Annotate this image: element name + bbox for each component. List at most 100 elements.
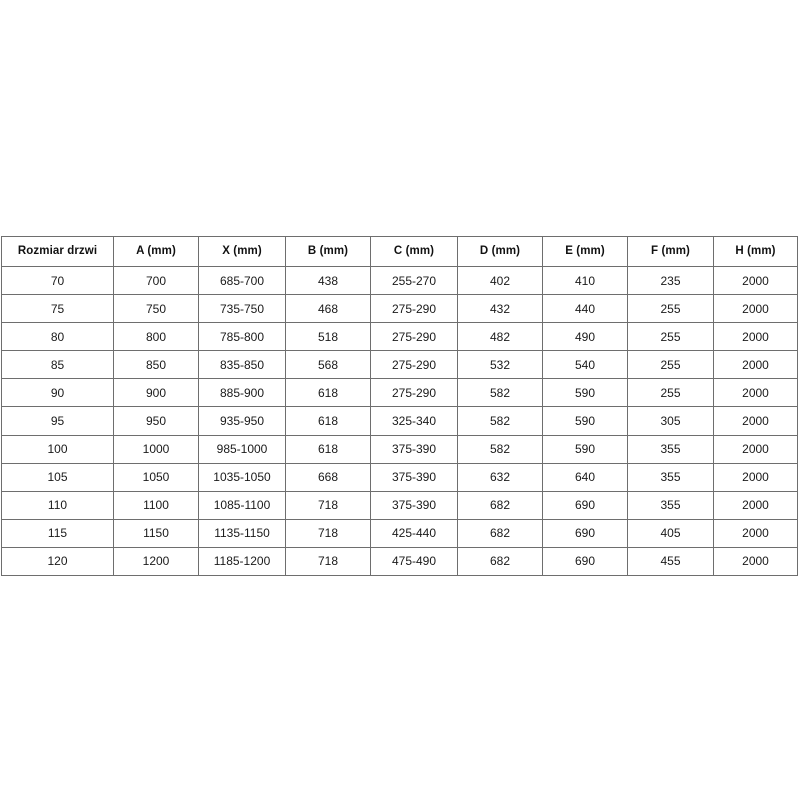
cell-e: 440 bbox=[542, 294, 628, 324]
table-row: 90 900 885-900 618 275-290 582 590 255 2000 bbox=[1, 378, 798, 408]
cell-size: 75 bbox=[1, 294, 114, 324]
cell-x: 785-800 bbox=[198, 322, 286, 352]
cell-e: 690 bbox=[542, 546, 628, 577]
table-row: 85 850 835-850 568 275-290 532 540 255 2000 bbox=[1, 350, 798, 380]
cell-c: 275-290 bbox=[370, 378, 458, 408]
cell-d: 582 bbox=[457, 434, 543, 464]
column-header-x: X (mm) bbox=[198, 236, 286, 267]
specification-table-container: Rozmiar drzwi A (mm) X (mm) B (mm) C (mm… bbox=[1, 236, 798, 577]
cell-a: 800 bbox=[113, 322, 199, 352]
cell-f: 405 bbox=[627, 518, 714, 548]
cell-c: 255-270 bbox=[370, 265, 458, 296]
cell-a: 1050 bbox=[113, 462, 199, 492]
table-row: 75 750 735-750 468 275-290 432 440 255 2000 bbox=[1, 294, 798, 324]
cell-c: 425-440 bbox=[370, 518, 458, 548]
cell-e: 590 bbox=[542, 434, 628, 464]
column-header-f: F (mm) bbox=[627, 236, 714, 267]
cell-c: 375-390 bbox=[370, 462, 458, 492]
cell-x: 1135-1150 bbox=[198, 518, 286, 548]
cell-d: 532 bbox=[457, 350, 543, 380]
table-row: 115 1150 1135-1150 718 425-440 682 690 405 2000 bbox=[1, 518, 798, 548]
cell-a: 850 bbox=[113, 350, 199, 380]
cell-a: 1000 bbox=[113, 434, 199, 464]
cell-e: 690 bbox=[542, 490, 628, 520]
cell-h: 2000 bbox=[713, 490, 798, 520]
column-header-b: B (mm) bbox=[285, 236, 371, 267]
cell-a: 750 bbox=[113, 294, 199, 324]
cell-f: 255 bbox=[627, 378, 714, 408]
table-row: 100 1000 985-1000 618 375-390 582 590 355 2000 bbox=[1, 434, 798, 464]
cell-h: 2000 bbox=[713, 462, 798, 492]
cell-a: 1100 bbox=[113, 490, 199, 520]
cell-b: 438 bbox=[285, 265, 371, 296]
cell-e: 490 bbox=[542, 322, 628, 352]
cell-x: 885-900 bbox=[198, 378, 286, 408]
table-body: 70 700 685-700 438 255-270 402 410 235 2000 75 750… bbox=[1, 265, 798, 577]
table-row: 105 1050 1035-1050 668 375-390 632 640 355 2000 bbox=[1, 462, 798, 492]
cell-x: 935-950 bbox=[198, 406, 286, 436]
cell-d: 682 bbox=[457, 490, 543, 520]
cell-c: 375-390 bbox=[370, 434, 458, 464]
column-header-e: E (mm) bbox=[542, 236, 628, 267]
cell-a: 950 bbox=[113, 406, 199, 436]
cell-f: 305 bbox=[627, 406, 714, 436]
cell-h: 2000 bbox=[713, 378, 798, 408]
cell-size: 115 bbox=[1, 518, 114, 548]
cell-b: 618 bbox=[285, 406, 371, 436]
cell-x: 1185-1200 bbox=[198, 546, 286, 577]
cell-a: 1150 bbox=[113, 518, 199, 548]
cell-c: 325-340 bbox=[370, 406, 458, 436]
cell-f: 235 bbox=[627, 265, 714, 296]
cell-h: 2000 bbox=[713, 434, 798, 464]
cell-size: 110 bbox=[1, 490, 114, 520]
cell-x: 985-1000 bbox=[198, 434, 286, 464]
cell-x: 735-750 bbox=[198, 294, 286, 324]
table-row: 95 950 935-950 618 325-340 582 590 305 2000 bbox=[1, 406, 798, 436]
cell-h: 2000 bbox=[713, 350, 798, 380]
cell-a: 700 bbox=[113, 265, 199, 296]
cell-d: 402 bbox=[457, 265, 543, 296]
cell-size: 80 bbox=[1, 322, 114, 352]
cell-f: 355 bbox=[627, 490, 714, 520]
column-header-a: A (mm) bbox=[113, 236, 199, 267]
cell-c: 475-490 bbox=[370, 546, 458, 577]
cell-d: 682 bbox=[457, 546, 543, 577]
cell-e: 590 bbox=[542, 406, 628, 436]
cell-h: 2000 bbox=[713, 322, 798, 352]
cell-f: 355 bbox=[627, 434, 714, 464]
cell-size: 105 bbox=[1, 462, 114, 492]
cell-h: 2000 bbox=[713, 546, 798, 577]
cell-b: 468 bbox=[285, 294, 371, 324]
cell-c: 275-290 bbox=[370, 294, 458, 324]
cell-d: 682 bbox=[457, 518, 543, 548]
cell-e: 590 bbox=[542, 378, 628, 408]
cell-h: 2000 bbox=[713, 518, 798, 548]
cell-x: 835-850 bbox=[198, 350, 286, 380]
cell-b: 618 bbox=[285, 378, 371, 408]
cell-f: 255 bbox=[627, 322, 714, 352]
cell-b: 518 bbox=[285, 322, 371, 352]
cell-c: 275-290 bbox=[370, 350, 458, 380]
cell-x: 1085-1100 bbox=[198, 490, 286, 520]
cell-b: 718 bbox=[285, 490, 371, 520]
cell-e: 540 bbox=[542, 350, 628, 380]
cell-b: 568 bbox=[285, 350, 371, 380]
column-header-size: Rozmiar drzwi bbox=[1, 236, 114, 267]
cell-x: 685-700 bbox=[198, 265, 286, 296]
cell-size: 120 bbox=[1, 546, 114, 577]
cell-c: 375-390 bbox=[370, 490, 458, 520]
cell-b: 618 bbox=[285, 434, 371, 464]
cell-size: 95 bbox=[1, 406, 114, 436]
cell-size: 100 bbox=[1, 434, 114, 464]
cell-size: 85 bbox=[1, 350, 114, 380]
cell-h: 2000 bbox=[713, 406, 798, 436]
cell-d: 582 bbox=[457, 406, 543, 436]
cell-d: 582 bbox=[457, 378, 543, 408]
cell-h: 2000 bbox=[713, 294, 798, 324]
cell-b: 668 bbox=[285, 462, 371, 492]
column-header-d: D (mm) bbox=[457, 236, 543, 267]
cell-e: 690 bbox=[542, 518, 628, 548]
cell-e: 410 bbox=[542, 265, 628, 296]
column-header-h: H (mm) bbox=[713, 236, 798, 267]
